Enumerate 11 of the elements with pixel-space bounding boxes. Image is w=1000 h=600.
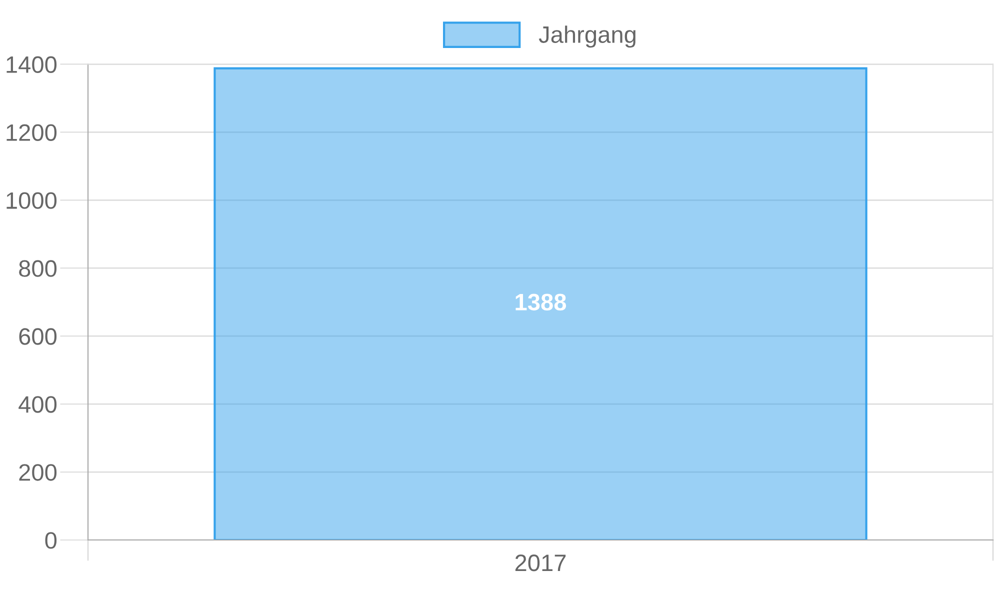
legend-label: Jahrgang [538, 26, 636, 48]
y-tick-label: 0 [45, 532, 57, 549]
x-tick-label: 2017 [515, 554, 566, 572]
data-label: 1388 [516, 294, 566, 311]
y-tick-label: 1000 [6, 192, 57, 209]
y-tick-label: 1200 [6, 124, 57, 141]
y-tick-label: 600 [19, 328, 57, 345]
y-tick-label: 200 [19, 464, 57, 481]
y-tick-label: 1400 [6, 56, 57, 73]
y-tick-label: 400 [18, 396, 57, 413]
y-tick-label: 800 [19, 260, 57, 277]
